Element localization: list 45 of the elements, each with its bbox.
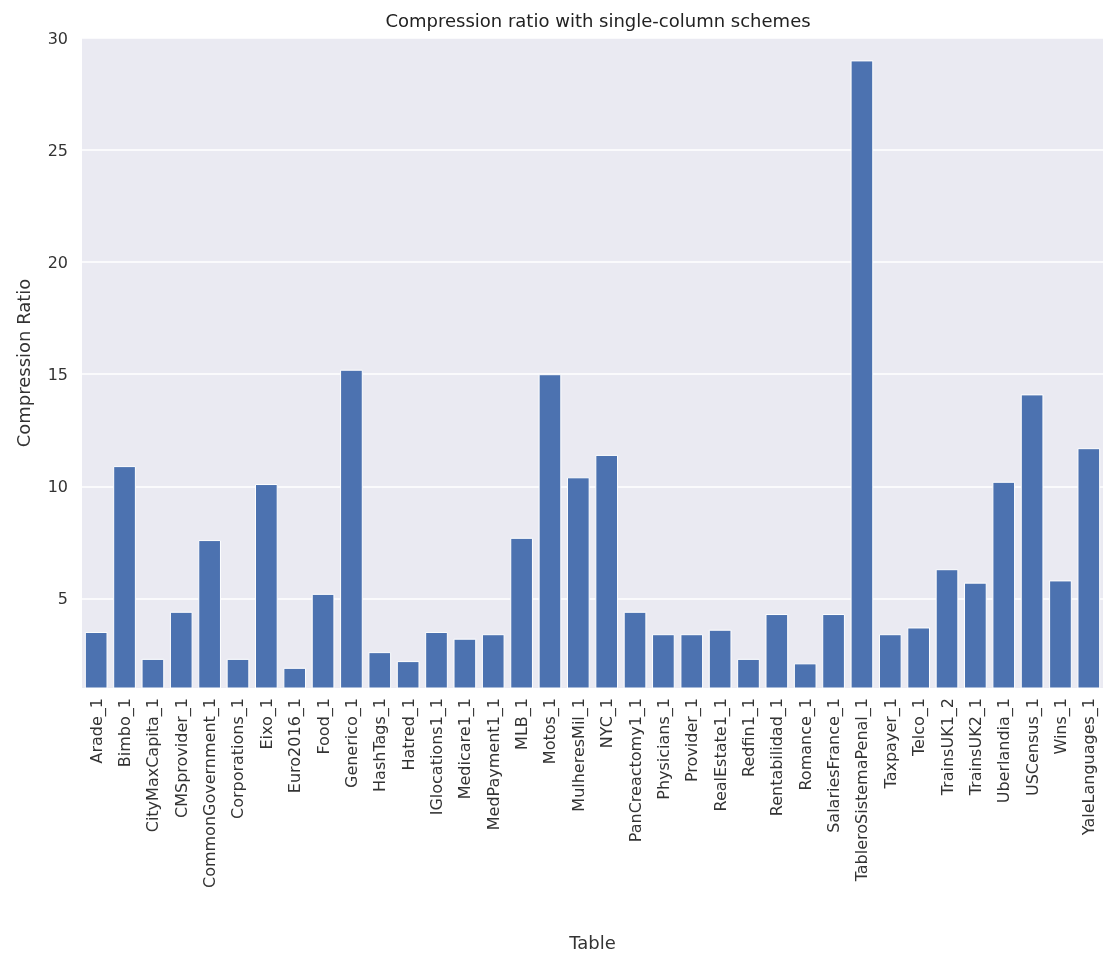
x-tick-label: YaleLanguages_1 [1079, 698, 1100, 837]
x-tick-label: Provider_1 [682, 698, 703, 783]
x-tick-label: USCensus_1 [1022, 698, 1043, 797]
x-tick-label: MedPayment1_1 [483, 698, 504, 831]
x-tick-label: Physicians_1 [653, 698, 674, 800]
x-tick-label: Telco_1 [909, 698, 930, 758]
x-tick-label: CMSprovider_1 [171, 698, 192, 818]
x-tick-label: Bimbo_1 [115, 698, 136, 768]
x-tick-label: MLB_1 [512, 698, 533, 750]
y-tick-label: 20 [47, 252, 68, 272]
y-tick-label: 5 [57, 588, 68, 608]
x-tick-label: Euro2016_1 [285, 698, 306, 794]
x-tick-label: Rentabilidad_1 [767, 698, 788, 817]
x-tick-label: Motos_1 [540, 698, 561, 765]
x-tick-label: Romance_1 [795, 698, 816, 791]
x-tick-label: Corporations_1 [228, 698, 249, 820]
x-tick-label: MulheresMil_1 [568, 698, 589, 812]
y-tick-label: 30 [47, 28, 68, 48]
x-tick-label: Hatred_1 [398, 698, 419, 771]
x-tick-label: IGlocations1_1 [427, 698, 448, 816]
x-tick-label: PanCreactomy1_1 [625, 698, 646, 843]
x-tick-label: RealEstate1_1 [710, 698, 731, 812]
x-tick-label: SalariesFrance_1 [824, 698, 845, 833]
x-tick-label: Redfin1_1 [738, 698, 759, 777]
x-tick-label: Eixo_1 [256, 698, 277, 750]
x-tick-label: Arade_1 [86, 698, 107, 764]
y-axis-title: Compression Ratio [12, 278, 34, 448]
y-tick-label: 10 [47, 476, 68, 496]
x-tick-label: Medicare1_1 [455, 698, 476, 800]
x-tick-label: TrainsUK1_2 [937, 698, 958, 797]
x-tick-label: NYC_1 [597, 698, 618, 749]
x-tick-label: CityMaxCapita_1 [143, 698, 164, 833]
x-axis-title: Table [568, 931, 616, 953]
y-tick-label: 25 [47, 140, 68, 160]
chart-title: Compression ratio with single-column schemes [385, 9, 811, 31]
x-tick-label: TableroSistemaPenal_1 [852, 698, 873, 883]
x-tick-label: Wins_1 [1050, 698, 1071, 755]
x-tick-label: HashTags_1 [370, 698, 391, 792]
x-tick-label: Taxpayer_1 [880, 698, 901, 790]
x-tick-label: CommonGovernment_1 [200, 698, 221, 889]
x-tick-label: Generico_1 [341, 698, 362, 789]
x-tick-label: TrainsUK2_1 [965, 698, 986, 797]
x-tick-label: Uberlandia_1 [994, 698, 1015, 804]
x-tick-label: Food_1 [313, 698, 334, 755]
y-tick-label: 15 [47, 364, 68, 384]
